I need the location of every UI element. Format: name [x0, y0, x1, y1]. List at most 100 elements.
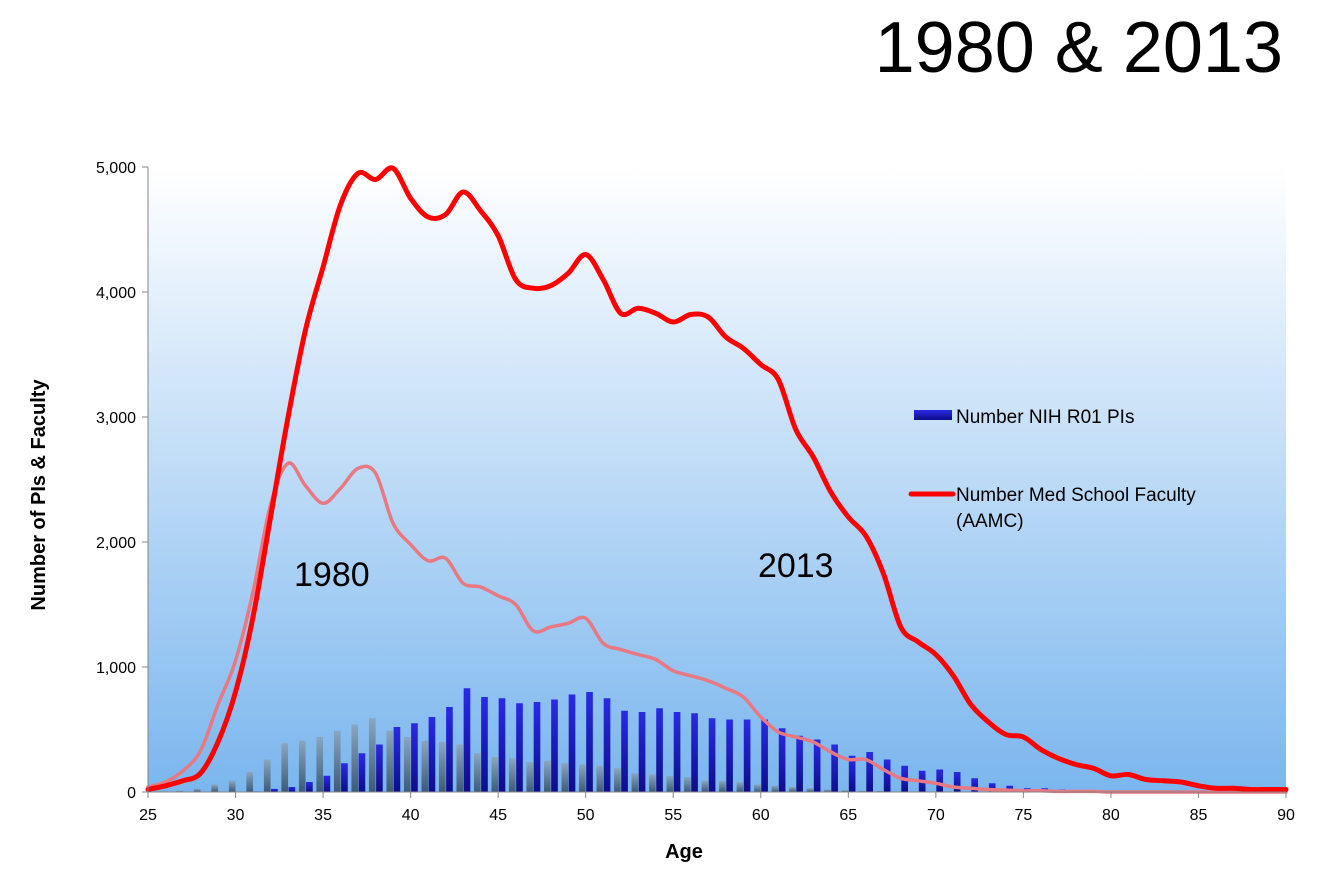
bar-1980 — [736, 782, 744, 792]
bar-2013 — [831, 744, 838, 792]
bar-2013 — [516, 703, 523, 792]
y-tick-label: 4,000 — [96, 285, 136, 302]
bar-layer — [158, 688, 1189, 792]
bar-1980 — [509, 758, 516, 792]
faculty-line-1980 — [146, 461, 1288, 794]
bar-2013 — [971, 778, 979, 792]
bar-1980 — [403, 737, 411, 792]
bar-2013 — [638, 712, 646, 792]
bar-2013 — [883, 759, 891, 792]
bar-2013 — [988, 783, 996, 792]
bar-1980 — [684, 777, 691, 792]
bar-2013 — [691, 713, 698, 792]
bar-2013 — [446, 707, 453, 792]
bar-1980 — [281, 743, 289, 792]
bar-2013 — [323, 775, 331, 792]
x-tick-labels: 25 30 35 40 45 50 55 60 65 70 75 80 85 90 — [139, 792, 1295, 824]
bar-1980 — [316, 737, 324, 792]
bar-1980 — [771, 785, 779, 792]
plot-area — [148, 167, 1286, 792]
bar-2013 — [708, 718, 716, 792]
bar-1980 — [561, 763, 569, 792]
bar-1980 — [719, 780, 726, 792]
x-tick-label: 70 — [927, 807, 945, 824]
bar-2013 — [393, 727, 401, 792]
bar-2013 — [656, 708, 663, 792]
bar-2013 — [848, 755, 856, 792]
bar-2013 — [743, 719, 751, 792]
bar-1980 — [298, 740, 306, 792]
bar-1980 — [211, 784, 219, 792]
y-tick-label: 1,000 — [96, 660, 136, 677]
bar-1980 — [859, 790, 866, 792]
bar-2013 — [866, 752, 873, 792]
bar-2013 — [463, 688, 471, 792]
x-tick-label: 55 — [664, 807, 682, 824]
x-tick-label: 65 — [839, 807, 857, 824]
bar-2013 — [621, 710, 628, 792]
bar-2013 — [533, 702, 541, 792]
x-tick-label: 45 — [489, 807, 507, 824]
bar-2013 — [288, 787, 296, 792]
y-tick-label: 0 — [127, 785, 136, 802]
bar-1980 — [789, 787, 796, 792]
bar-1980 — [351, 724, 359, 792]
legend-bar-swatch — [914, 410, 952, 420]
bar-1980 — [333, 730, 341, 792]
bar-2013 — [778, 728, 786, 792]
bar-2013 — [796, 735, 803, 792]
bar-2013 — [761, 719, 768, 792]
bar-1980 — [246, 772, 254, 792]
y-tick-label: 5,000 — [96, 160, 136, 177]
bar-2013 — [498, 698, 506, 792]
bar-2013 — [376, 744, 383, 792]
bar-2013 — [726, 719, 733, 792]
bar-1980 — [649, 774, 656, 792]
bar-1980 — [824, 789, 831, 792]
bar-1980 — [491, 757, 499, 792]
bar-2013 — [603, 698, 611, 792]
bar-2013 — [341, 763, 348, 792]
annotation-2013: 2013 — [758, 547, 834, 585]
x-tick-label: 90 — [1277, 807, 1295, 824]
y-tick-label: 3,000 — [96, 410, 136, 427]
x-tick-label: 25 — [139, 807, 157, 824]
bar-1980 — [806, 788, 814, 792]
x-tick-label: 80 — [1102, 807, 1120, 824]
y-tick-labels: 0 1,000 2,000 3,000 4,000 5,000 — [96, 160, 148, 802]
legend-line-label-2: (AAMC) — [956, 511, 1024, 532]
bar-1980 — [701, 780, 709, 792]
bar-1980 — [456, 744, 464, 792]
x-tick-label: 30 — [227, 807, 245, 824]
bar-1980 — [841, 790, 849, 792]
bar-2013 — [271, 788, 278, 792]
chart-title: 1980 & 2013 — [874, 8, 1283, 88]
bar-1980 — [544, 760, 551, 792]
bar-1980 — [596, 765, 604, 792]
bar-2013 — [411, 723, 418, 792]
legend-bar-label: Number NIH R01 PIs — [956, 407, 1134, 428]
bar-1980 — [193, 788, 201, 792]
x-tick-label: 35 — [314, 807, 332, 824]
annotations: 1980 2013 — [294, 547, 834, 594]
bar-1980 — [614, 768, 621, 792]
x-tick-label: 75 — [1014, 807, 1032, 824]
bar-1980 — [666, 775, 674, 792]
legend-line-label: Number Med School Faculty — [956, 485, 1196, 506]
bar-1980 — [176, 790, 184, 792]
line-layer — [145, 165, 1289, 794]
bar-1980 — [754, 784, 761, 792]
bar-1980 — [228, 780, 236, 792]
bar-1980 — [579, 764, 586, 792]
bar-1980 — [263, 759, 271, 792]
bar-2013 — [936, 769, 943, 792]
bar-2013 — [568, 694, 576, 792]
bar-2013 — [953, 772, 961, 792]
bar-2013 — [586, 692, 593, 792]
x-axis-label: Age — [665, 841, 703, 863]
y-tick-label: 2,000 — [96, 535, 136, 552]
bar-1980 — [631, 773, 639, 792]
bar-1980 — [368, 718, 376, 792]
legend: Number NIH R01 PIs Number Med School Fac… — [908, 407, 1196, 532]
